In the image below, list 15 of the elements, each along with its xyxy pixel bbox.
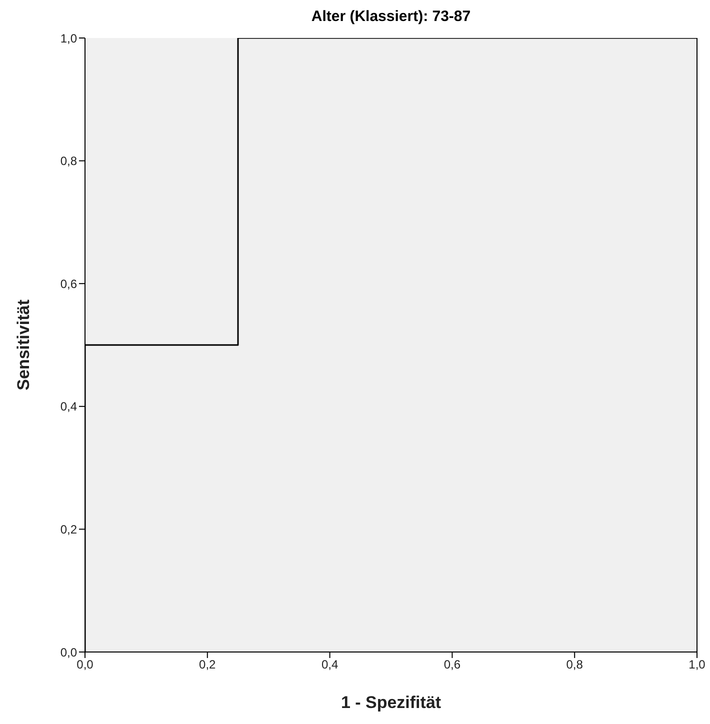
x-tick-label: 0,0: [76, 658, 94, 672]
y-tick-label: 0,4: [60, 400, 78, 414]
y-tick-label: 0,6: [60, 276, 78, 291]
x-tick-label: 0,8: [566, 658, 584, 672]
y-axis-title: Sensitivität: [14, 299, 34, 390]
y-tick-label: 1,0: [60, 31, 78, 46]
x-tick-label: 0,2: [199, 658, 216, 672]
chart-title: Alter (Klassiert): 73-87: [310, 8, 472, 27]
x-axis-title: 1 - Spezifität: [340, 693, 442, 712]
x-tick-label: 0,4: [321, 658, 338, 672]
x-tick-label: 1,0: [688, 658, 706, 672]
y-tick-label: 0,2: [60, 522, 78, 536]
x-tick-label: 0,6: [444, 658, 461, 672]
y-tick-label: 0,8: [60, 154, 78, 168]
y-tick-label: 0,0: [60, 645, 78, 660]
